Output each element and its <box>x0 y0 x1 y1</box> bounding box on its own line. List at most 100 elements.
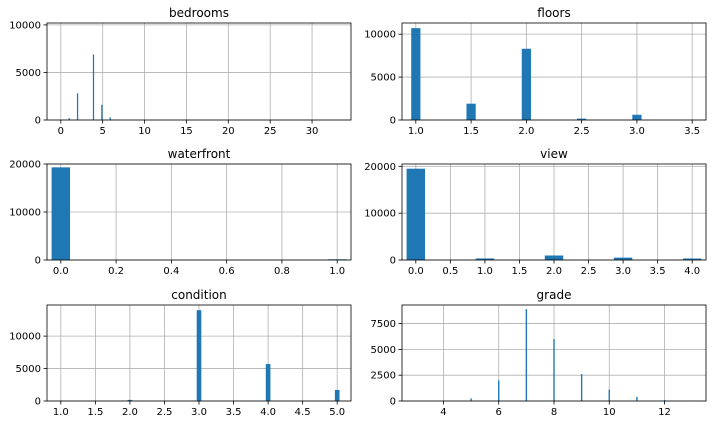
x-tick-label: 0.4 <box>163 266 179 277</box>
histogram-bar <box>101 104 103 120</box>
x-tick-label: 12 <box>658 407 671 418</box>
histogram-bar <box>76 93 79 120</box>
histogram-bar <box>475 258 495 260</box>
y-tick-label: 5000 <box>371 345 396 356</box>
y-tick-label: 0 <box>390 397 396 408</box>
subplot-title: floors <box>537 6 570 20</box>
x-tick-label: 1.0 <box>408 126 424 137</box>
y-tick-label: 2500 <box>371 371 396 382</box>
histogram-bar <box>663 400 666 401</box>
histogram-bar <box>544 255 564 260</box>
x-tick-label: 2.5 <box>574 126 590 137</box>
x-tick-label: 25 <box>264 126 277 137</box>
axes-frame <box>401 22 707 121</box>
histogram-bar <box>196 310 202 401</box>
x-tick-label: 4.0 <box>260 407 276 418</box>
x-tick-label: 0.5 <box>442 266 458 277</box>
x-tick-label: 1.5 <box>87 407 103 418</box>
x-tick-label: 3.5 <box>226 407 242 418</box>
histogram-bar <box>613 257 633 260</box>
histogram-bar <box>109 117 111 120</box>
x-tick-label: 1.5 <box>512 266 528 277</box>
histogram-bar <box>470 398 472 401</box>
x-tick-label: 3.0 <box>191 407 207 418</box>
x-tick-label: 5 <box>100 126 106 137</box>
y-tick-label: 10000 <box>9 20 41 31</box>
x-tick-label: 3.5 <box>684 126 700 137</box>
histogram-bar <box>608 389 610 401</box>
x-tick-label: 8 <box>551 407 557 418</box>
histogram-bar <box>580 374 583 401</box>
y-tick-label: 20000 <box>364 162 396 173</box>
histogram-bar <box>92 54 95 120</box>
histogram-bar <box>682 258 702 260</box>
x-tick-label: 1.0 <box>329 266 345 277</box>
y-tick-label: 10000 <box>364 209 396 220</box>
x-tick-label: 1.5 <box>463 126 479 137</box>
x-tick-label: 4 <box>440 407 446 418</box>
y-tick-label: 0 <box>35 116 41 127</box>
subplot-condition: 1.0 1.5 2.0 2.5 3.0 3.5 4.0 4.5 5.0 0 5000 10000 con… <box>9 288 352 418</box>
x-tick-label: 2.0 <box>122 407 138 418</box>
y-tick-label: 10000 <box>364 30 396 41</box>
y-tick-label: 0 <box>35 256 41 267</box>
subplot-bedrooms: 0 5 10 15 20 25 30 0 5000 10000 bedrooms <box>9 6 352 137</box>
x-tick-label: 3.0 <box>629 126 645 137</box>
histogram-bar <box>521 48 531 120</box>
x-tick-label: 0.2 <box>108 266 124 277</box>
y-tick-label: 10000 <box>9 332 41 343</box>
x-tick-label: 6 <box>496 407 502 418</box>
y-tick-label: 20000 <box>9 160 41 171</box>
histogram-bar <box>51 167 71 260</box>
x-tick-label: 0.0 <box>408 266 424 277</box>
x-tick-label: 1.0 <box>53 407 69 418</box>
x-tick-label: 10 <box>603 407 616 418</box>
y-tick-label: 5000 <box>16 68 41 79</box>
y-tick-label: 0 <box>390 116 396 127</box>
y-tick-label: 0 <box>35 397 41 408</box>
x-tick-label: 2.0 <box>546 266 562 277</box>
histogram-bar <box>334 389 340 401</box>
x-tick-label: 10 <box>138 126 151 137</box>
subplot-view: 0.0 0.5 1.0 1.5 2.0 2.5 3.0 3.5 4.0 0 10000 20000 vi… <box>364 147 707 277</box>
subplot-title: view <box>540 147 568 161</box>
histogram-bar <box>553 339 555 401</box>
histogram-bar <box>632 114 642 120</box>
x-tick-label: 15 <box>180 126 193 137</box>
histogram-bar <box>577 118 587 120</box>
y-tick-label: 5000 <box>371 73 396 84</box>
histogram-bar <box>265 364 271 401</box>
subplot-grade: 4 6 8 10 12 0 2500 5000 7500 grade <box>371 288 707 418</box>
subplot-waterfront: 0.0 0.2 0.4 0.6 0.8 1.0 0 10000 20000 waterfront <box>9 147 352 277</box>
y-tick-label: 5000 <box>16 364 41 375</box>
subplot-title: waterfront <box>168 147 231 161</box>
x-tick-label: 5.0 <box>329 407 345 418</box>
y-tick-label: 7500 <box>371 319 396 330</box>
x-tick-label: 4.5 <box>295 407 311 418</box>
histogram-bar <box>127 399 133 401</box>
histogram-bar <box>411 28 421 120</box>
x-tick-label: 20 <box>222 126 235 137</box>
subplot-title: condition <box>171 288 226 302</box>
x-tick-label: 2.5 <box>581 266 597 277</box>
histogram-bar <box>636 396 638 401</box>
x-tick-label: 3.0 <box>615 266 631 277</box>
histogram-bar <box>525 309 528 401</box>
x-tick-label: 0 <box>58 126 64 137</box>
histogram-bar <box>466 103 476 120</box>
x-tick-label: 4.0 <box>684 266 700 277</box>
histogram-bar <box>406 168 426 260</box>
x-tick-label: 30 <box>306 126 319 137</box>
x-tick-label: 1.0 <box>477 266 493 277</box>
subplot-floors: 1.0 1.5 2.0 2.5 3.0 3.5 0 5000 10000 floors <box>364 6 707 137</box>
axes-frame <box>46 22 352 121</box>
y-tick-label: 10000 <box>9 208 41 219</box>
y-tick-label: 0 <box>390 256 396 267</box>
x-tick-label: 2.0 <box>518 126 534 137</box>
subplot-title: grade <box>537 288 572 302</box>
x-tick-label: 3.5 <box>650 266 666 277</box>
x-tick-label: 2.5 <box>157 407 173 418</box>
histogram-bar <box>498 380 500 401</box>
histogram-bar <box>68 118 70 120</box>
